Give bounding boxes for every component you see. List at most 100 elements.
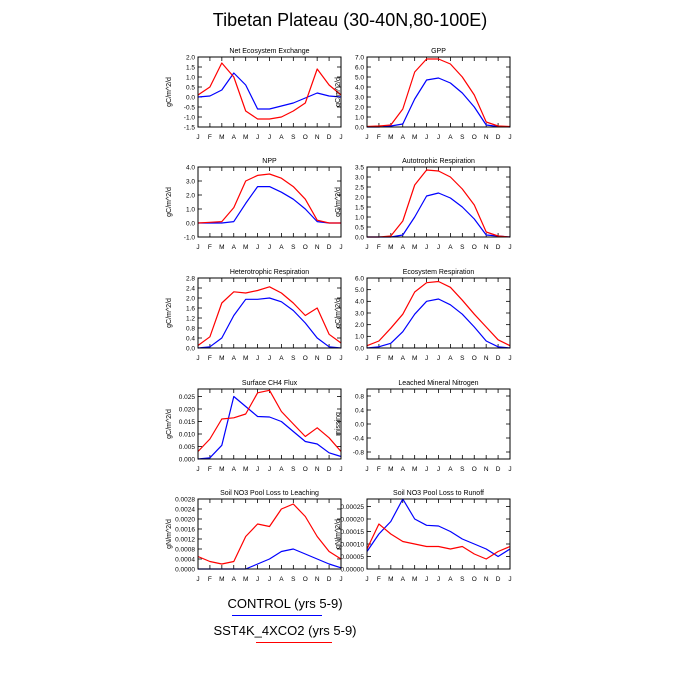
chart-title: Heterotrophic Respiration (230, 269, 309, 276)
y-tick-label: 0.8 (186, 325, 195, 332)
y-tick-label: 0.0008 (175, 546, 195, 553)
y-axis-label: gC/m^2/d (166, 298, 173, 328)
plot-frame (366, 56, 511, 128)
x-tick-label: S (291, 576, 296, 583)
x-tick-label: D (327, 576, 332, 583)
legend-control-label: CONTROL (yrs 5-9) (227, 596, 343, 611)
x-tick-label: A (401, 134, 406, 141)
y-tick-label: 0.005 (179, 444, 196, 451)
x-tick-label: N (315, 355, 320, 362)
x-tick-label: S (291, 355, 296, 362)
y-tick-label: 1.2 (186, 315, 195, 322)
x-tick-label: J (365, 134, 368, 141)
x-tick-label: D (496, 134, 501, 141)
x-tick-label: S (460, 134, 465, 141)
x-tick-label: N (315, 576, 320, 583)
chart-panel-8: Leached Mineral Nitrogen missing -0.8 -0.4 0… (335, 380, 512, 473)
x-tick-label: J (508, 355, 511, 362)
series-line (197, 389, 342, 452)
x-tick-label: J (256, 576, 259, 583)
x-tick-label: M (219, 134, 224, 141)
plot-frame (197, 388, 342, 460)
x-tick-label: A (401, 576, 406, 583)
y-tick-label: 5.0 (355, 287, 364, 294)
x-tick-label: J (425, 355, 428, 362)
y-tick-label: 0.00015 (341, 529, 365, 536)
plot-frame (366, 388, 511, 460)
y-tick-label: 1.0 (355, 334, 364, 341)
series-line (197, 503, 342, 565)
y-axis-label: gC/m^2/d (166, 187, 173, 217)
chart-panel-9: Soil NO3 Pool Loss to LeachinggN/m^2/d0.… (166, 490, 343, 583)
y-tick-label: 0.5 (355, 224, 364, 231)
x-tick-label: M (243, 134, 248, 141)
x-tick-label: S (460, 466, 465, 473)
x-tick-label: N (315, 244, 320, 251)
y-tick-label: 0.0 (355, 421, 364, 428)
plot-frame (366, 498, 511, 570)
x-tick-label: D (496, 466, 501, 473)
x-tick-label: J (196, 355, 199, 362)
y-tick-label: -1.0 (184, 114, 196, 121)
x-tick-label: J (256, 244, 259, 251)
x-tick-label: F (208, 576, 212, 583)
x-tick-label: O (472, 355, 477, 362)
chart-title: Leached Mineral Nitrogen (398, 380, 478, 387)
x-tick-label: J (268, 244, 271, 251)
series-line (366, 298, 511, 349)
x-tick-label: J (256, 466, 259, 473)
x-tick-label: F (377, 355, 381, 362)
x-tick-label: A (279, 244, 284, 251)
y-axis-label: gC/m^2/d (166, 409, 173, 439)
x-tick-label: M (388, 244, 393, 251)
y-tick-label: 3.0 (355, 94, 364, 101)
x-tick-label: J (437, 576, 440, 583)
series-line (367, 192, 511, 238)
x-tick-label: J (339, 355, 342, 362)
x-tick-label: J (425, 244, 428, 251)
x-tick-label: A (232, 355, 237, 362)
chart-title: GPP (431, 48, 446, 55)
x-tick-label: O (472, 576, 477, 583)
y-tick-label: 0.0 (186, 220, 195, 227)
y-tick-label: 1.0 (186, 74, 195, 81)
x-tick-label: J (508, 576, 511, 583)
x-tick-label: M (243, 466, 248, 473)
y-tick-label: 0.5 (186, 84, 195, 91)
x-tick-label: J (437, 134, 440, 141)
x-tick-label: J (196, 134, 199, 141)
y-axis-label: gN/m^2/d (335, 519, 342, 549)
y-axis-label: gC/m^2/d (335, 298, 342, 328)
x-tick-label: O (472, 244, 477, 251)
plot-frame (197, 56, 342, 128)
x-tick-label: A (279, 134, 284, 141)
y-tick-label: 0.00000 (341, 566, 365, 573)
y-tick-label: 3.0 (186, 178, 195, 185)
x-tick-label: M (219, 355, 224, 362)
series-line (367, 169, 511, 238)
x-tick-label: O (303, 134, 308, 141)
x-tick-label: A (279, 466, 284, 473)
x-tick-label: D (327, 244, 332, 251)
plot-frame (197, 277, 342, 349)
x-tick-label: N (484, 466, 489, 473)
y-tick-label: 2.0 (186, 54, 195, 61)
y-tick-label: -1.5 (184, 124, 196, 131)
legend-warming-label: SST4K_4XCO2 (yrs 5-9) (213, 623, 357, 638)
x-tick-label: O (472, 134, 477, 141)
x-tick-label: A (232, 466, 237, 473)
x-tick-label: J (339, 134, 342, 141)
x-tick-label: J (268, 466, 271, 473)
series-line (197, 395, 342, 460)
x-tick-label: A (448, 466, 453, 473)
y-tick-label: 0.0 (355, 124, 364, 131)
y-tick-label: 2.0 (355, 194, 364, 201)
x-tick-label: S (460, 576, 465, 583)
page-title: Tibetan Plateau (30-40N,80-100E) (212, 10, 488, 30)
y-tick-label: 4.0 (186, 164, 195, 171)
x-tick-label: J (339, 244, 342, 251)
y-tick-label: 0.00005 (341, 554, 365, 561)
chart-title: Net Ecosystem Exchange (229, 48, 309, 55)
y-axis-label: missing (335, 412, 342, 436)
